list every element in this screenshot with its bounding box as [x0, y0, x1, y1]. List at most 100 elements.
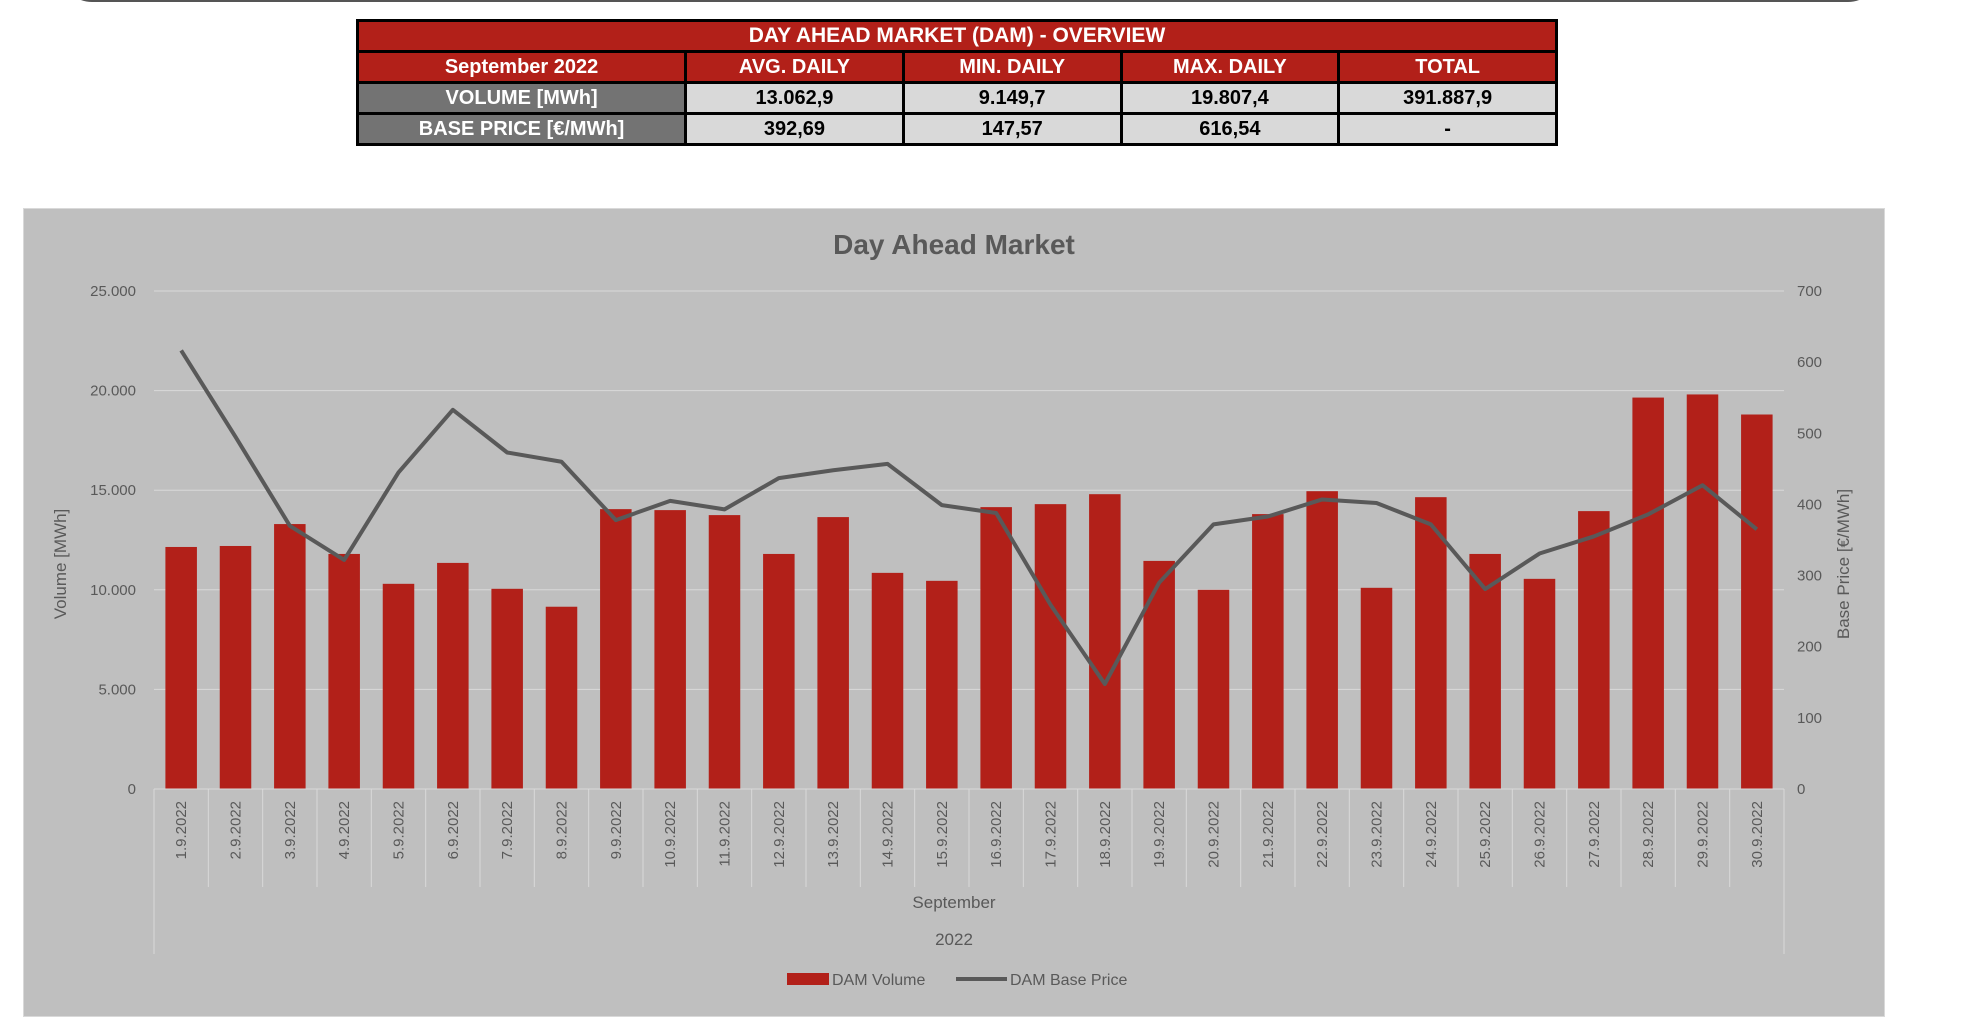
x-tick-label: 22.9.2022 [1314, 801, 1331, 868]
x-tick-label: 26.9.2022 [1532, 801, 1549, 868]
volume-bar [1632, 397, 1664, 789]
legend-label-price: DAM Base Price [1010, 972, 1127, 989]
volume-bar [545, 606, 578, 789]
y-tick-label: 15.000 [90, 482, 136, 499]
x-tick-label: 3.9.2022 [282, 801, 299, 859]
row-label-volume: VOLUME [MWh] [355, 81, 688, 115]
volume-bar [1578, 511, 1610, 789]
x-tick-label: 24.9.2022 [1423, 801, 1440, 868]
y2-tick-label: 600 [1797, 354, 1822, 371]
volume-bar [1469, 553, 1501, 789]
y-tick-label: 20.000 [90, 383, 136, 400]
volume-bar [1197, 589, 1230, 789]
volume-bar [1741, 414, 1773, 789]
volume-bar [382, 583, 415, 789]
price-avg: 392,69 [684, 112, 905, 146]
volume-bar [1360, 587, 1393, 789]
col-header-min: MIN. DAILY [901, 50, 1123, 84]
x-tick-label: 10.9.2022 [662, 801, 679, 868]
x-tick-label: 9.9.2022 [608, 801, 625, 859]
x-tick-label: 23.9.2022 [1369, 801, 1386, 868]
x-tick-label: 16.9.2022 [988, 801, 1005, 868]
volume-bar [1686, 394, 1719, 789]
x-tick-label: 13.9.2022 [825, 801, 842, 868]
x-tick-label: 8.9.2022 [554, 801, 571, 859]
volume-bar [165, 546, 197, 789]
volume-bar [328, 553, 360, 789]
volume-bar [1523, 578, 1556, 789]
y2-tick-label: 0 [1797, 781, 1805, 798]
y-axis-label: Volume [MWh] [51, 509, 70, 620]
volume-bar [600, 509, 632, 789]
price-max: 616,54 [1119, 112, 1341, 146]
overview-period: September 2022 [355, 50, 688, 84]
legend: DAM Volume DAM Base Price [787, 972, 1127, 989]
x-tick-label: 15.9.2022 [934, 801, 951, 868]
x-tick-label: 11.9.2022 [717, 801, 734, 867]
col-header-max: MAX. DAILY [1119, 50, 1341, 84]
volume-min: 9.149,7 [901, 81, 1123, 115]
x-axis-label-year: 2022 [935, 930, 973, 949]
volume-bar [437, 562, 469, 789]
y2-tick-label: 700 [1797, 283, 1822, 300]
x-tick-label: 14.9.2022 [880, 801, 897, 868]
price-total: - [1337, 112, 1558, 146]
x-axis-label-month: September [912, 893, 995, 912]
volume-bar [1034, 504, 1067, 789]
x-tick-label: 2.9.2022 [228, 801, 245, 859]
col-header-avg: AVG. DAILY [684, 50, 905, 84]
axes: 0 5.000 10.000 15.000 20.000 25.000 0 100 200 300… [90, 283, 1822, 954]
volume-bar [1415, 497, 1447, 789]
x-tick-label: 1.9.2022 [173, 801, 190, 859]
y-tick-label: 5.000 [98, 681, 136, 698]
y2-tick-label: 400 [1797, 496, 1822, 513]
y-tick-label: 25.000 [90, 283, 136, 300]
volume-bars [165, 394, 1773, 789]
col-header-total: TOTAL [1337, 50, 1558, 84]
y2-tick-label: 200 [1797, 639, 1822, 656]
x-tick-label: 27.9.2022 [1586, 801, 1603, 868]
x-tick-label: 19.9.2022 [1151, 801, 1168, 868]
y2-axis-label: Base Price [€/MWh] [1834, 489, 1853, 639]
volume-bar [1306, 491, 1338, 789]
volume-bar [871, 572, 904, 789]
y2-tick-label: 300 [1797, 568, 1822, 585]
row-label-price: BASE PRICE [€/MWh] [355, 112, 688, 146]
volume-bar [708, 515, 741, 789]
overview-table: DAY AHEAD MARKET (DAM) - OVERVIEW Septem… [355, 19, 1558, 146]
volume-bar [274, 524, 306, 789]
y2-tick-label: 100 [1797, 710, 1822, 727]
volume-bar [1143, 560, 1175, 789]
x-tick-label: 20.9.2022 [1206, 801, 1223, 868]
y-tick-label: 0 [128, 781, 136, 798]
volume-bar [219, 545, 252, 789]
x-tick-label: 30.9.2022 [1749, 801, 1766, 868]
top-frame-arc [60, 0, 1880, 2]
x-tick-label: 12.9.2022 [771, 801, 788, 868]
x-tick-label: 7.9.2022 [499, 801, 516, 859]
legend-swatch-volume [787, 973, 829, 985]
volume-bar [491, 588, 523, 789]
y2-tick-label: 500 [1797, 425, 1822, 442]
overview-title: DAY AHEAD MARKET (DAM) - OVERVIEW [356, 19, 1558, 53]
legend-label-volume: DAM Volume [832, 972, 925, 989]
x-tick-label: 25.9.2022 [1477, 801, 1494, 868]
y-tick-label: 10.000 [90, 582, 136, 599]
price-line-path [179, 349, 1759, 686]
volume-max: 19.807,4 [1119, 81, 1341, 115]
volume-bar [654, 510, 686, 789]
x-tick-label: 28.9.2022 [1640, 801, 1657, 868]
volume-bar [980, 507, 1012, 789]
price-line [179, 349, 1759, 686]
volume-bar [1252, 514, 1284, 789]
volume-avg: 13.062,9 [684, 81, 905, 115]
x-tick-label: 4.9.2022 [336, 801, 353, 859]
gridlines [154, 290, 1784, 690]
volume-bar [763, 553, 795, 789]
x-tick-label: 21.9.2022 [1260, 801, 1277, 868]
chart-title: Day Ahead Market [833, 229, 1075, 260]
volume-bar [817, 517, 849, 789]
x-tick-label: 29.9.2022 [1695, 801, 1712, 868]
x-tick-label: 17.9.2022 [1043, 801, 1060, 868]
volume-total: 391.887,9 [1337, 81, 1558, 115]
